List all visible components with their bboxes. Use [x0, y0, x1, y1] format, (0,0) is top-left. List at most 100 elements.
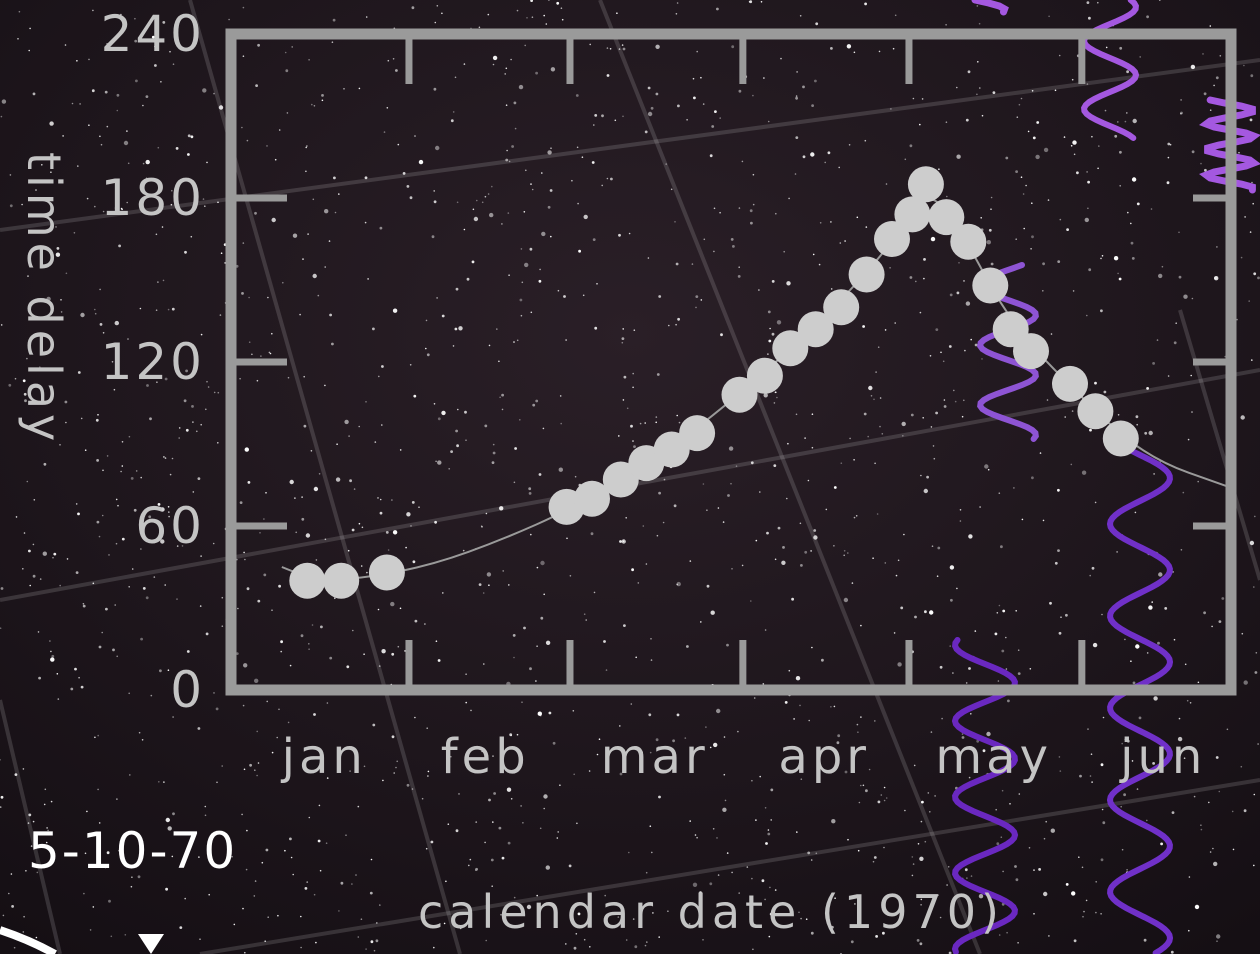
- star: [285, 69, 289, 73]
- star: [1047, 199, 1050, 201]
- star: [1100, 309, 1103, 313]
- star: [532, 403, 536, 407]
- star: [406, 512, 411, 517]
- star: [278, 708, 280, 711]
- star: [877, 346, 880, 349]
- star: [935, 328, 939, 331]
- star: [1135, 415, 1139, 419]
- plot-frame: [225, 28, 1237, 696]
- star: [96, 459, 99, 462]
- star: [455, 287, 459, 291]
- star: [571, 179, 573, 182]
- star: [284, 51, 287, 54]
- star: [596, 753, 599, 756]
- star: [655, 738, 659, 742]
- star: [589, 43, 591, 46]
- star: [433, 946, 435, 949]
- star: [311, 624, 314, 626]
- star: [901, 421, 906, 427]
- star: [470, 709, 472, 712]
- star: [321, 99, 324, 102]
- star: [864, 139, 867, 142]
- star: [300, 946, 302, 949]
- star: [1180, 549, 1183, 551]
- star: [414, 135, 416, 137]
- star: [134, 39, 138, 43]
- star: [771, 332, 775, 336]
- star: [396, 760, 399, 763]
- star: [644, 422, 646, 424]
- star: [492, 55, 498, 61]
- star: [618, 48, 621, 50]
- star: [71, 102, 74, 105]
- star: [911, 874, 914, 877]
- star: [1253, 793, 1256, 796]
- star: [853, 516, 856, 519]
- star: [176, 35, 178, 38]
- star: [759, 491, 761, 493]
- star: [233, 923, 236, 926]
- star: [246, 139, 249, 142]
- star: [349, 479, 352, 483]
- star: [686, 645, 689, 648]
- star: [22, 931, 25, 933]
- star: [163, 781, 165, 783]
- star: [1020, 176, 1023, 178]
- star: [485, 512, 488, 515]
- star: [130, 477, 134, 480]
- star: [492, 755, 494, 757]
- star: [120, 470, 122, 473]
- star: [628, 232, 631, 235]
- star: [594, 326, 598, 330]
- star: [945, 121, 948, 123]
- star: [618, 435, 620, 437]
- star: [366, 571, 368, 574]
- star: [830, 47, 833, 50]
- star: [425, 847, 428, 850]
- star: [1013, 487, 1015, 489]
- star: [305, 146, 308, 149]
- star: [18, 10, 21, 13]
- star: [543, 807, 545, 810]
- star: [805, 918, 808, 920]
- star: [1190, 64, 1196, 70]
- star: [548, 0, 550, 1]
- star: [39, 578, 42, 580]
- star: [77, 165, 79, 167]
- star: [921, 800, 924, 804]
- star: [717, 874, 720, 876]
- star: [1152, 762, 1155, 765]
- star: [378, 665, 381, 667]
- star: [158, 781, 160, 783]
- star: [695, 306, 697, 309]
- star: [425, 319, 428, 322]
- star: [1254, 515, 1256, 518]
- star: [1048, 15, 1050, 18]
- star: [102, 332, 105, 334]
- star: [382, 779, 384, 782]
- star: [819, 222, 822, 224]
- star: [1231, 810, 1234, 813]
- star: [915, 280, 917, 283]
- star: [121, 441, 124, 443]
- star: [14, 377, 17, 380]
- star: [516, 9, 519, 12]
- star: [1017, 942, 1019, 944]
- star: [858, 801, 861, 804]
- star: [171, 457, 174, 460]
- star: [556, 1, 560, 5]
- star: [875, 371, 877, 373]
- star: [197, 477, 201, 480]
- star: [833, 486, 837, 489]
- star: [831, 819, 836, 824]
- star: [433, 190, 436, 192]
- star: [604, 894, 606, 897]
- star: [990, 208, 992, 210]
- star: [889, 267, 891, 269]
- star: [77, 371, 81, 374]
- star: [1191, 411, 1193, 413]
- star: [1085, 899, 1088, 902]
- star: [513, 896, 516, 899]
- star: [1132, 118, 1137, 124]
